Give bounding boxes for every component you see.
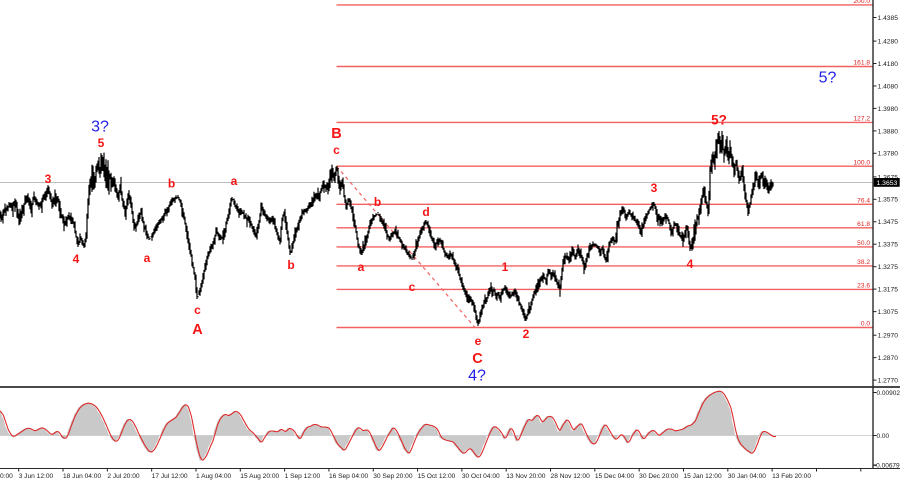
svg-text:5: 5 (98, 136, 105, 150)
svg-text:1.3275: 1.3275 (878, 264, 899, 271)
svg-text:15 Dec 04:00: 15 Dec 04:00 (595, 473, 635, 480)
svg-text:C: C (472, 351, 483, 367)
svg-text:1.2770: 1.2770 (878, 378, 899, 385)
svg-text:38.2: 38.2 (857, 259, 870, 266)
svg-text:50.0: 50.0 (857, 240, 870, 247)
svg-text:A: A (192, 322, 203, 338)
svg-text:1.4080: 1.4080 (878, 83, 899, 90)
svg-text:28 Nov 12:00: 28 Nov 12:00 (551, 473, 591, 480)
svg-text:30 Jan 04:00: 30 Jan 04:00 (728, 473, 766, 480)
svg-text:1.3780: 1.3780 (878, 151, 899, 158)
svg-text:100.0: 100.0 (853, 159, 870, 166)
svg-text:c: c (194, 303, 201, 317)
svg-text:1.3075: 1.3075 (878, 309, 899, 316)
svg-text:5?: 5? (711, 113, 727, 128)
svg-text:23.6: 23.6 (857, 283, 870, 290)
svg-text:200.0: 200.0 (853, 0, 870, 5)
svg-text:127.2: 127.2 (853, 116, 870, 123)
svg-text:30 Dec 20:00: 30 Dec 20:00 (639, 473, 679, 480)
svg-text:61.8: 61.8 (857, 221, 870, 228)
svg-text:b: b (374, 195, 381, 209)
svg-text:15 Aug 20:00: 15 Aug 20:00 (240, 473, 279, 480)
svg-text:5?: 5? (819, 70, 837, 87)
svg-text:1.2870: 1.2870 (878, 355, 899, 362)
svg-text:3: 3 (651, 181, 658, 195)
svg-text:76.4: 76.4 (857, 198, 870, 205)
svg-text:30 Sep 20:00: 30 Sep 20:00 (373, 473, 413, 480)
svg-text:1.4385: 1.4385 (878, 15, 899, 22)
svg-text:c: c (409, 280, 416, 294)
svg-text:3?: 3? (91, 119, 109, 136)
svg-text:a: a (144, 251, 151, 265)
svg-text:0.00902: 0.00902 (877, 390, 900, 397)
svg-text:4?: 4? (468, 368, 486, 385)
svg-text:3 Jun 12:00: 3 Jun 12:00 (19, 473, 54, 480)
svg-text:0.00: 0.00 (877, 433, 890, 440)
svg-text:18 Jun 04:00: 18 Jun 04:00 (63, 473, 101, 480)
svg-text:c: c (333, 143, 340, 157)
svg-text:1.3880: 1.3880 (878, 128, 899, 135)
svg-text:1.3653: 1.3653 (877, 180, 898, 187)
svg-text:b: b (287, 258, 294, 272)
svg-text:1.4280: 1.4280 (878, 39, 899, 46)
svg-text:17 Jul 12:00: 17 Jul 12:00 (152, 473, 188, 480)
svg-text:2: 2 (523, 327, 530, 341)
svg-text:1 Sep 12:00: 1 Sep 12:00 (285, 473, 321, 480)
svg-text:30 Oct 04:00: 30 Oct 04:00 (462, 473, 500, 480)
svg-text:4: 4 (73, 252, 80, 266)
svg-text:d: d (422, 205, 429, 219)
svg-text:-0.00679: -0.00679 (874, 462, 900, 469)
svg-text:1.2970: 1.2970 (878, 333, 899, 340)
svg-text:4: 4 (687, 257, 694, 271)
svg-text:16 Sep 04:00: 16 Sep 04:00 (329, 473, 369, 480)
svg-text:15 Jan 12:00: 15 Jan 12:00 (684, 473, 722, 480)
svg-text:2 Jul 20:00: 2 Jul 20:00 (107, 473, 140, 480)
svg-text:1: 1 (502, 260, 509, 274)
svg-text:a: a (231, 174, 238, 188)
svg-text:B: B (331, 126, 341, 142)
svg-text:1.3175: 1.3175 (878, 287, 899, 294)
svg-text:1.3375: 1.3375 (878, 242, 899, 249)
svg-text:1.4180: 1.4180 (878, 61, 899, 68)
svg-text:3: 3 (45, 172, 52, 186)
svg-text:1 Aug 04:00: 1 Aug 04:00 (196, 473, 232, 480)
svg-text:b: b (168, 177, 175, 191)
svg-text:161.8: 161.8 (853, 60, 870, 67)
svg-text:0.0: 0.0 (861, 321, 870, 328)
svg-text:1.3575: 1.3575 (878, 197, 899, 204)
svg-text:13 Feb 20:00: 13 Feb 20:00 (772, 473, 811, 480)
svg-text:e: e (475, 334, 482, 348)
svg-text:15 Oct 12:00: 15 Oct 12:00 (418, 473, 456, 480)
svg-text:1.3980: 1.3980 (878, 106, 899, 113)
svg-text:13 Nov 20:00: 13 Nov 20:00 (506, 473, 546, 480)
svg-text:0:00: 0:00 (0, 473, 13, 480)
svg-text:1.3475: 1.3475 (878, 219, 899, 226)
svg-text:1.3675: 1.3675 (878, 174, 899, 181)
svg-text:a: a (358, 260, 365, 274)
